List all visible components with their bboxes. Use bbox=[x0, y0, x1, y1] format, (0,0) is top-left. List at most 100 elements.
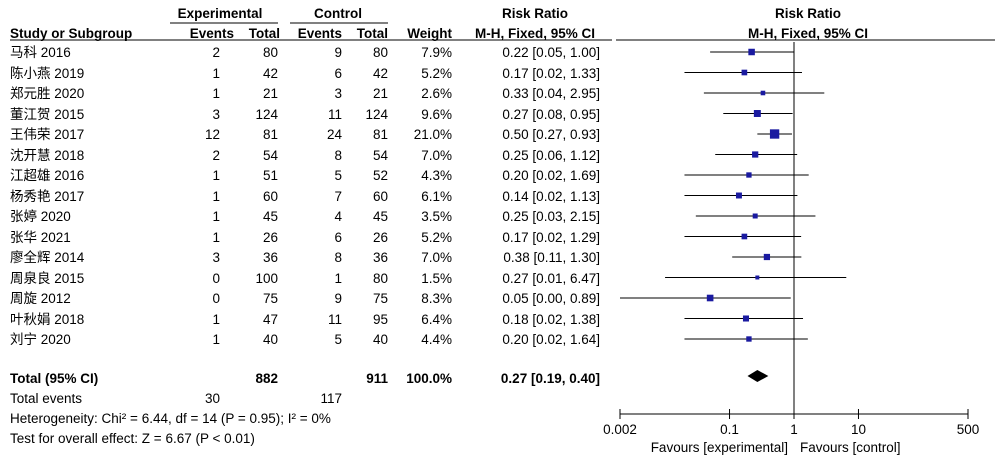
study-name: 杨秀艳 2017 bbox=[10, 188, 85, 204]
ctl-total: 40 bbox=[372, 332, 388, 347]
weight: 4.4% bbox=[421, 332, 452, 347]
total-ctl-events: 117 bbox=[320, 391, 342, 406]
total-ci: 0.27 [0.19, 0.40] bbox=[500, 371, 600, 386]
exp-events: 3 bbox=[212, 106, 220, 122]
ctl-total: 75 bbox=[372, 291, 388, 306]
point-estimate-marker bbox=[763, 253, 771, 261]
ctl-events: 8 bbox=[334, 147, 342, 163]
ctl-events: 7 bbox=[334, 188, 342, 204]
favours-experimental-label: Favours [experimental] bbox=[651, 440, 788, 455]
ctl-events: 24 bbox=[326, 127, 342, 142]
study-name: 张婷 2020 bbox=[10, 209, 71, 224]
ctl-total: 60 bbox=[372, 188, 388, 204]
exp-total: 54 bbox=[262, 147, 278, 163]
weight: 21.0% bbox=[413, 127, 452, 142]
exp-total: 51 bbox=[262, 168, 278, 183]
weight: 6.1% bbox=[421, 188, 452, 204]
risk-ratio-ci: 0.17 [0.02, 1.33] bbox=[502, 65, 600, 81]
risk-ratio-ci: 0.14 [0.02, 1.13] bbox=[502, 188, 600, 204]
ctl-events: 6 bbox=[334, 65, 342, 81]
header-ctl-total: Total bbox=[356, 26, 388, 41]
weight: 7.0% bbox=[421, 250, 452, 265]
exp-total: 60 bbox=[262, 188, 278, 204]
plot-header-method: M-H, Fixed, 95% CI bbox=[747, 26, 869, 41]
exp-events: 1 bbox=[212, 188, 220, 204]
point-estimate-marker bbox=[735, 192, 742, 199]
ctl-total: 45 bbox=[372, 209, 388, 224]
weight: 4.3% bbox=[421, 168, 452, 183]
weight: 1.5% bbox=[421, 270, 452, 286]
favours-control-label: Favours [control] bbox=[800, 440, 901, 455]
point-estimate-marker bbox=[748, 48, 755, 56]
ctl-total: 81 bbox=[372, 127, 388, 142]
risk-ratio-ci: 0.50 [0.27, 0.93] bbox=[502, 127, 600, 142]
ctl-total: 42 bbox=[372, 65, 388, 81]
exp-total: 75 bbox=[262, 291, 278, 306]
study-name: 陈小燕 2019 bbox=[10, 65, 85, 81]
ctl-events: 11 bbox=[327, 311, 342, 327]
study-name: 周旋 2012 bbox=[10, 291, 71, 306]
exp-total: 45 bbox=[262, 209, 278, 224]
point-estimate-marker bbox=[706, 294, 714, 302]
point-estimate-marker bbox=[742, 315, 750, 322]
risk-ratio-ci: 0.20 [0.02, 1.64] bbox=[502, 332, 600, 347]
risk-ratio-ci: 0.20 [0.02, 1.69] bbox=[502, 168, 600, 183]
total-label: Total (95% CI) bbox=[10, 371, 99, 386]
exp-events: 0 bbox=[212, 270, 220, 286]
exp-events: 2 bbox=[212, 45, 220, 60]
total-ctl-total: 911 bbox=[366, 371, 388, 386]
point-estimate-marker bbox=[741, 233, 748, 240]
header-rr-method: M-H, Fixed, 95% CI bbox=[474, 26, 596, 41]
weight: 7.9% bbox=[421, 45, 452, 60]
header-ctl-events: Events bbox=[297, 26, 342, 41]
ctl-events: 3 bbox=[334, 86, 342, 101]
weight: 6.4% bbox=[421, 311, 452, 327]
risk-ratio-ci: 0.27 [0.01, 6.47] bbox=[502, 270, 600, 286]
risk-ratio-ci: 0.27 [0.08, 0.95] bbox=[502, 106, 600, 122]
point-estimate-marker bbox=[741, 69, 748, 76]
study-name: 沈开慧 2018 bbox=[10, 147, 85, 163]
exp-total: 40 bbox=[262, 332, 278, 347]
exp-events: 12 bbox=[204, 127, 220, 142]
weight: 5.2% bbox=[421, 65, 452, 81]
header-exp-events: Events bbox=[189, 26, 234, 41]
exp-events: 1 bbox=[212, 229, 220, 245]
x-tick-label: 0.002 bbox=[603, 422, 637, 437]
study-name: 郑元胜 2020 bbox=[10, 86, 85, 101]
header-exp-total: Total bbox=[248, 26, 280, 41]
risk-ratio-ci: 0.33 [0.04, 2.95] bbox=[502, 86, 600, 101]
ctl-total: 52 bbox=[372, 168, 388, 183]
study-name: 周泉良 2015 bbox=[10, 270, 85, 286]
ctl-total: 21 bbox=[372, 86, 388, 101]
weight: 7.0% bbox=[421, 147, 452, 163]
ctl-events: 4 bbox=[334, 209, 342, 224]
point-estimate-marker bbox=[760, 90, 766, 96]
overall-effect-test: Test for overall effect: Z = 6.67 (P < 0… bbox=[10, 431, 255, 446]
exp-events: 0 bbox=[212, 291, 220, 306]
exp-events: 1 bbox=[212, 86, 220, 101]
exp-total: 80 bbox=[262, 45, 278, 60]
weight: 5.2% bbox=[421, 229, 452, 245]
exp-total: 124 bbox=[255, 106, 278, 122]
total-events-label: Total events bbox=[10, 391, 83, 406]
point-estimate-marker bbox=[746, 172, 752, 178]
risk-ratio-ci: 0.18 [0.02, 1.38] bbox=[502, 311, 600, 327]
risk-ratio-ci: 0.25 [0.03, 2.15] bbox=[502, 209, 600, 224]
x-tick-label: 10 bbox=[851, 422, 866, 437]
exp-events: 1 bbox=[212, 168, 220, 183]
point-estimate-marker bbox=[752, 151, 759, 158]
risk-ratio-ci: 0.25 [0.06, 1.12] bbox=[502, 147, 600, 163]
x-tick-label: 0.1 bbox=[720, 422, 739, 437]
x-tick-label: 1 bbox=[790, 422, 798, 437]
weight: 2.6% bbox=[421, 86, 452, 101]
ctl-events: 6 bbox=[334, 229, 342, 245]
header-control: Control bbox=[314, 6, 362, 21]
study-name: 江超雄 2016 bbox=[10, 168, 85, 183]
total-exp-total: 882 bbox=[255, 371, 278, 386]
heterogeneity-stats: Heterogeneity: Chi² = 6.44, df = 14 (P =… bbox=[10, 411, 331, 426]
ctl-total: 54 bbox=[372, 147, 388, 163]
study-name: 王伟荣 2017 bbox=[10, 127, 85, 142]
study-name: 刘宁 2020 bbox=[10, 332, 71, 347]
